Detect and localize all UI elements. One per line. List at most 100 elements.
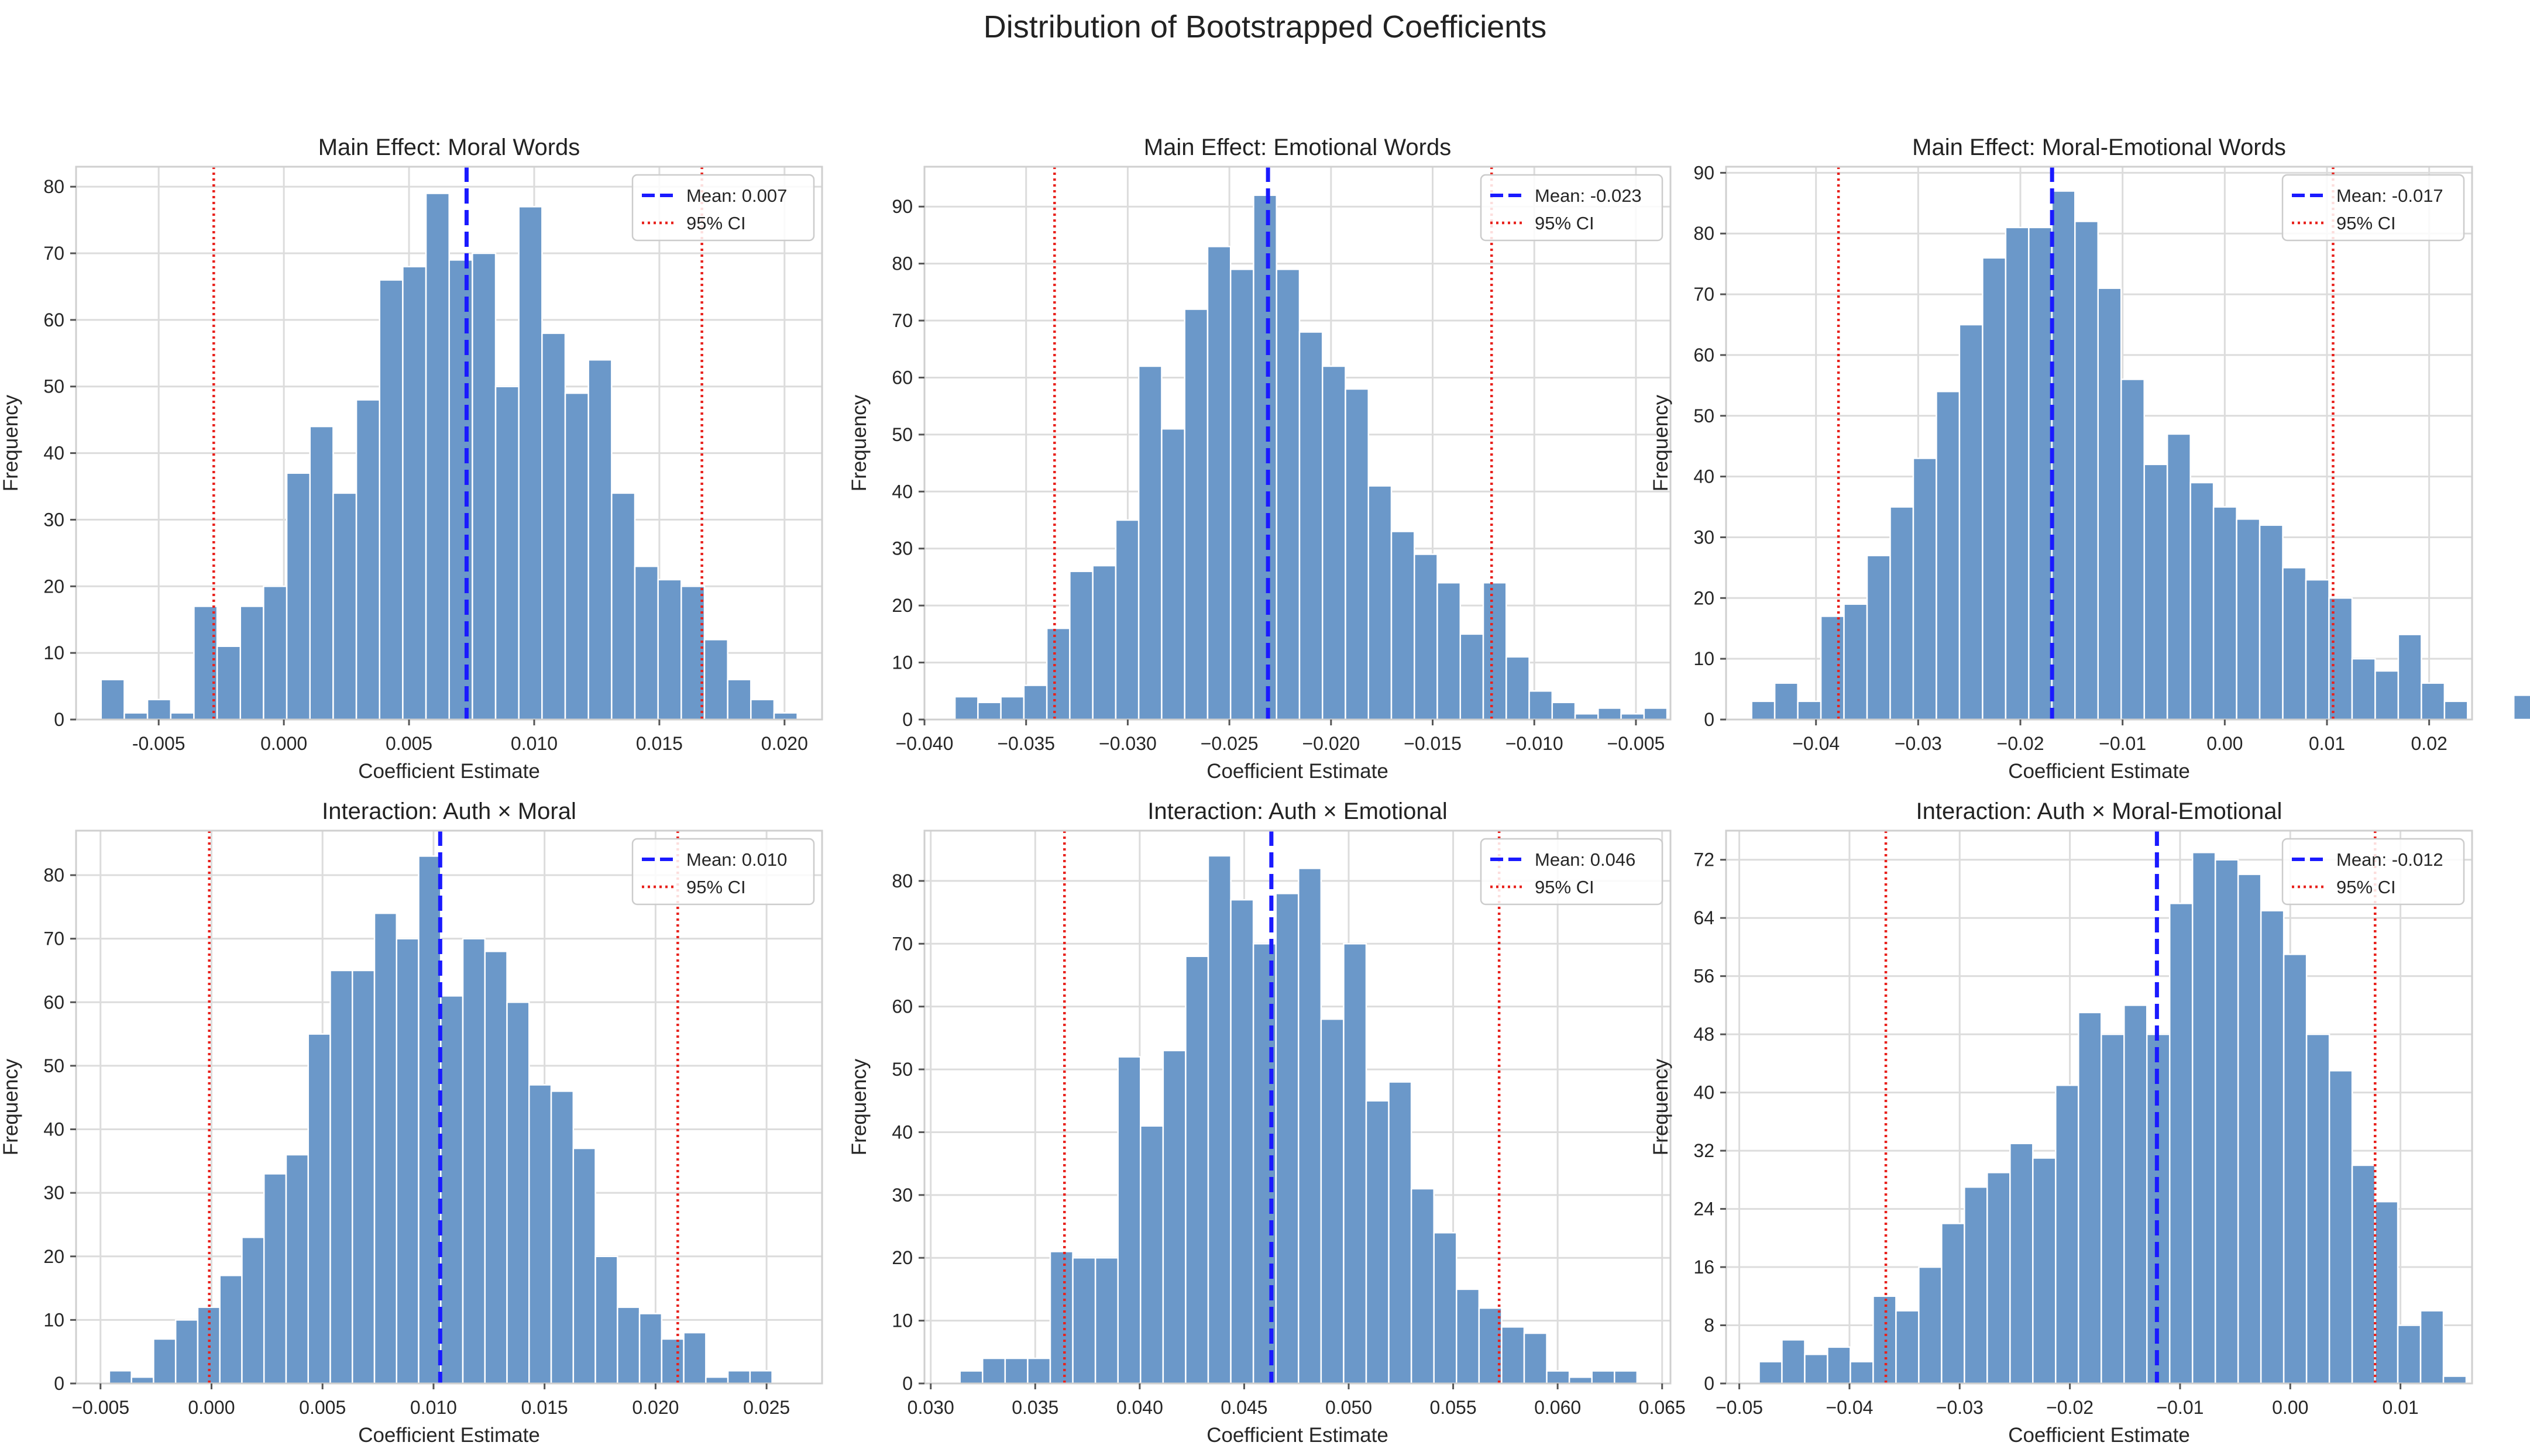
histogram-bar <box>1069 570 1094 721</box>
y-tick-label: 16 <box>1693 1257 1714 1278</box>
histogram-bar <box>1433 1232 1458 1385</box>
histogram-bar <box>2282 954 2308 1385</box>
x-tick-label: 0.010 <box>511 733 558 754</box>
histogram-bar <box>1843 603 1868 721</box>
histogram-bar <box>2419 1310 2445 1385</box>
legend: Mean: -0.012 95% CI <box>2281 838 2465 906</box>
histogram-bar <box>2189 481 2215 721</box>
histogram-bar <box>1912 457 1937 721</box>
histogram-bar <box>462 938 486 1385</box>
y-tick-label: 20 <box>43 576 64 597</box>
histogram-bar <box>1751 700 1776 721</box>
subplot-title: Main Effect: Emotional Words <box>1144 135 1451 160</box>
x-tick-label: −0.020 <box>1302 733 1360 754</box>
x-tick-label: 0.040 <box>1116 1397 1163 1418</box>
y-tick-label: 20 <box>892 595 913 616</box>
histogram-bar <box>564 392 589 721</box>
histogram-bar <box>506 1001 530 1385</box>
histogram-bar <box>2097 287 2122 721</box>
legend-mean-label: Mean: 0.007 <box>686 185 787 206</box>
legend-box <box>2281 838 2465 906</box>
histogram-bar <box>1936 390 1961 721</box>
x-tick-label: −0.005 <box>1607 733 1665 754</box>
histogram-bar <box>1206 246 1232 721</box>
y-tick-label: 24 <box>1693 1199 1714 1220</box>
histogram-bar <box>1343 943 1367 1385</box>
subplot-title: Main Effect: Moral Words <box>318 135 580 160</box>
x-tick-label: 0.00 <box>2206 733 2243 754</box>
histogram-bar <box>2051 190 2076 721</box>
axes-frame <box>923 166 1672 721</box>
histogram-bar <box>2374 1200 2399 1385</box>
histogram-bar <box>1000 696 1025 721</box>
y-tick-label: 60 <box>43 992 64 1013</box>
histogram-bar <box>2166 433 2191 721</box>
histogram-bar <box>749 1370 773 1385</box>
histogram-bar <box>1184 308 1209 721</box>
histogram-bar <box>1781 1339 1806 1385</box>
histogram-bar <box>263 1173 287 1385</box>
y-tick-label: 50 <box>1693 405 1714 426</box>
histogram-bar <box>2374 670 2400 721</box>
histogram-bar <box>2074 221 2099 721</box>
subplot-title: Main Effect: Moral-Emotional Words <box>1912 135 2286 160</box>
x-tick-label: −0.030 <box>1099 733 1157 754</box>
histogram-bar <box>683 1331 707 1385</box>
histogram-bar <box>355 399 380 721</box>
histogram-bar <box>750 698 775 721</box>
histogram-bar <box>727 1370 751 1385</box>
histogram-bar <box>425 192 450 721</box>
histogram-bar <box>123 712 149 721</box>
histogram-bar <box>1298 331 1324 721</box>
histogram-bar <box>2005 226 2030 721</box>
histogram-bar <box>977 701 1002 721</box>
histogram-bar <box>1804 1354 1828 1385</box>
histogram-bar <box>1964 1186 1988 1385</box>
histogram-bar <box>611 492 636 721</box>
histogram-bar <box>1253 194 1277 721</box>
histogram-bar <box>634 565 659 721</box>
y-tick-label: 50 <box>43 1055 64 1076</box>
y-tick-label: 80 <box>892 253 913 274</box>
histogram-bar <box>1773 682 1799 721</box>
x-tick-label: 0.030 <box>908 1397 954 1418</box>
histogram-bar <box>2168 903 2194 1385</box>
legend-ci-label: 95% CI <box>686 213 746 233</box>
subplot-title: Interaction: Auth × Moral <box>322 798 576 824</box>
legend-box <box>2281 174 2465 242</box>
histogram-bar <box>1023 684 1048 721</box>
x-tick-label: 0.035 <box>1012 1397 1058 1418</box>
histogram-bar <box>2351 1164 2376 1385</box>
x-tick-label: −0.040 <box>896 733 954 754</box>
histogram-bar <box>1614 1370 1638 1385</box>
y-tick-label: 30 <box>1693 526 1714 548</box>
histogram-bar <box>1162 1049 1187 1385</box>
histogram-bar <box>982 1357 1006 1385</box>
histogram-bar <box>2351 658 2376 721</box>
legend-mean-label: Mean: -0.012 <box>2336 849 2443 870</box>
histogram-bar <box>285 1154 309 1385</box>
legend-mean-label: Mean: 0.010 <box>686 849 787 870</box>
y-tick-label: 90 <box>1693 162 1714 183</box>
subplot-1: -0.005 0.000 0.005 0.010 0.015 0.020 0 10 20 30 40… <box>0 135 823 783</box>
histogram-bar <box>2305 579 2330 721</box>
histogram-bar <box>572 1147 596 1385</box>
histogram-bar <box>1388 1081 1412 1385</box>
histogram-bar <box>2260 910 2285 1385</box>
y-axis-label: Frequency <box>1649 394 1672 491</box>
histogram-bar <box>332 492 358 721</box>
histogram-bar <box>1027 1357 1051 1385</box>
y-axis-label: Frequency <box>848 394 871 491</box>
y-tick-label: 10 <box>43 1309 64 1330</box>
histogram-bar <box>2101 1033 2125 1385</box>
histogram-bar <box>100 679 125 721</box>
histogram-bar <box>587 359 613 721</box>
subplot-title: Interaction: Auth × Moral-Emotional <box>1916 798 2282 824</box>
x-tick-label: 0.010 <box>410 1397 457 1418</box>
histogram-bar <box>1528 690 1553 721</box>
x-tick-label: 0.015 <box>636 733 683 754</box>
figure-title: Distribution of Bootstrapped Coefficient… <box>984 9 1547 44</box>
y-tick-label: 10 <box>1693 648 1714 669</box>
legend-box <box>631 838 815 906</box>
